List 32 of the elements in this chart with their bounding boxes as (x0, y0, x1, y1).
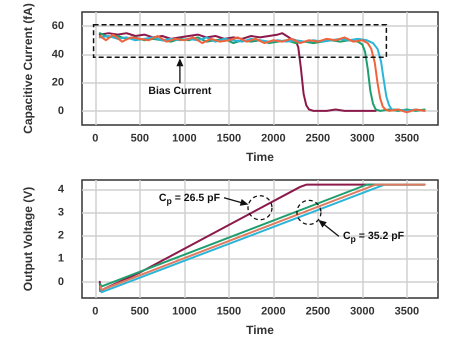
y-tick-label: 1 (58, 252, 64, 265)
x-tick-label: 500 (130, 306, 150, 318)
x-tick-label: 2500 (306, 132, 330, 144)
x-tick-label: 1500 (216, 306, 242, 318)
x-tick-label: 1500 (216, 132, 242, 144)
y-axis-title: Output Voltage (V) (21, 186, 35, 292)
x-tick-label: 2000 (261, 306, 286, 318)
y-tick-label: 0 (58, 276, 64, 288)
x-tick-label: 0 (92, 132, 98, 144)
x-tick-label: 0 (92, 306, 98, 318)
y-axis-title: Capacitive Current (fA) (21, 3, 35, 134)
x-tick-label: 2000 (261, 132, 286, 144)
y-tick-label: 4 (58, 183, 65, 196)
y-tick-label: 20 (52, 76, 64, 89)
x-tick-label: 3000 (350, 306, 375, 318)
y-tick-label: 3 (58, 206, 64, 218)
x-tick-label: 2500 (306, 306, 330, 318)
x-axis-title: Time (246, 150, 274, 164)
annotation: C$_{p}$ = 26.5 pF (158, 192, 220, 207)
x-tick-label: 1000 (172, 132, 197, 144)
y-tick-label: 40 (52, 48, 64, 60)
x-tick-label: 500 (130, 132, 150, 144)
x-tick-label: 3500 (394, 306, 420, 318)
y-tick-label: 0 (58, 104, 64, 117)
annotation: C$_{p}$ = 35.2 pF (342, 230, 404, 246)
y-tick-label: 60 (52, 20, 64, 32)
x-tick-label: 3000 (350, 132, 375, 144)
x-tick-label: 3500 (394, 132, 420, 144)
annotation: Bias Current (148, 85, 212, 98)
y-tick-label: 2 (58, 230, 64, 242)
x-axis-title: Time (246, 323, 274, 337)
x-tick-label: 1000 (172, 306, 197, 318)
